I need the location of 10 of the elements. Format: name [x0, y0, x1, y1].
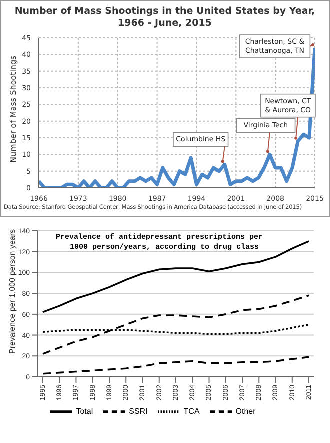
line-series — [42, 294, 310, 355]
y-axis-title: Number of Mass Shootings — [8, 56, 18, 163]
line-series — [42, 356, 310, 375]
legend-label: Other — [236, 407, 256, 416]
line-series — [42, 240, 310, 314]
legend-label: Total — [76, 407, 94, 416]
legend-label: TCA — [184, 407, 200, 416]
chart-title: Number of Mass Shootings in the United States by Year, 1966 - June, 2015 — [14, 6, 316, 30]
legend-label: SSRI — [129, 407, 148, 416]
y-axis-title: Prevalence per 1,000 person years — [8, 229, 17, 354]
